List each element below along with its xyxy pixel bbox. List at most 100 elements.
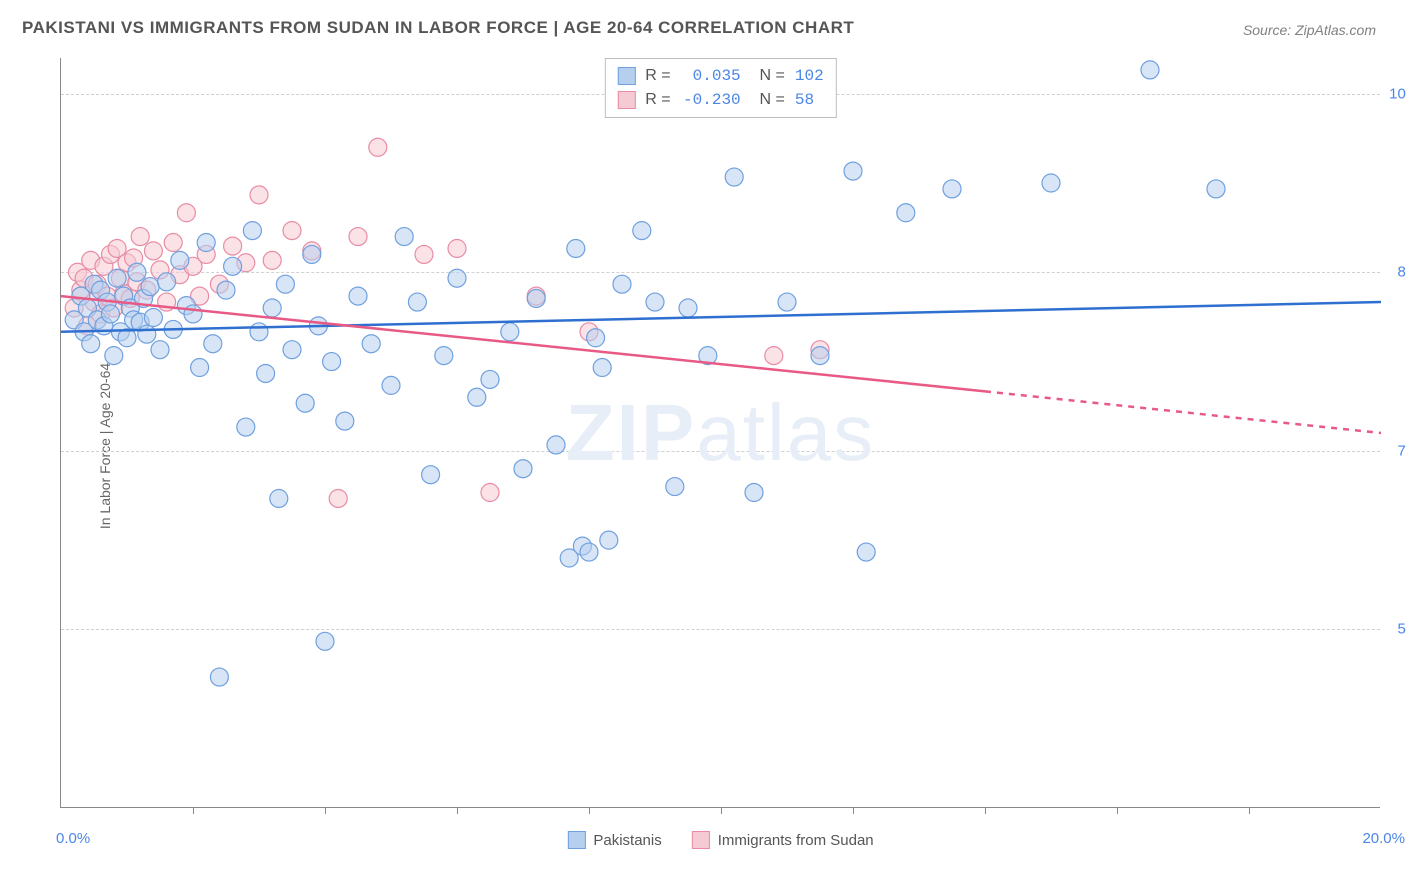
data-point — [778, 293, 796, 311]
data-point — [138, 325, 156, 343]
data-point — [580, 543, 598, 561]
data-point — [666, 478, 684, 496]
data-point — [82, 335, 100, 353]
r-value-a: 0.035 — [681, 64, 741, 88]
data-point — [283, 341, 301, 359]
swatch-b — [617, 91, 635, 109]
data-point — [943, 180, 961, 198]
legend-swatch-b — [692, 831, 710, 849]
data-point — [263, 251, 281, 269]
stats-legend-box: R = 0.035 N = 102 R = -0.230 N = 58 — [604, 58, 836, 118]
data-point — [382, 376, 400, 394]
data-point — [613, 275, 631, 293]
x-tick-mark — [853, 807, 854, 814]
data-point — [141, 278, 159, 296]
y-tick-label: 85.0% — [1385, 264, 1406, 281]
data-point — [224, 257, 242, 275]
x-tick-mark — [1249, 807, 1250, 814]
data-point — [600, 531, 618, 549]
data-point — [349, 228, 367, 246]
data-point — [296, 394, 314, 412]
data-point — [514, 460, 532, 478]
data-point — [501, 323, 519, 341]
y-tick-label: 100.0% — [1385, 85, 1406, 102]
data-point — [210, 668, 228, 686]
x-tick-left: 0.0% — [56, 830, 90, 847]
data-point — [844, 162, 862, 180]
data-point — [725, 168, 743, 186]
data-point — [164, 234, 182, 252]
data-point — [270, 489, 288, 507]
data-point — [468, 388, 486, 406]
data-point — [481, 370, 499, 388]
data-point — [128, 263, 146, 281]
data-point — [250, 186, 268, 204]
data-point — [316, 632, 334, 650]
data-point — [362, 335, 380, 353]
data-point — [1042, 174, 1060, 192]
r-value-b: -0.230 — [681, 88, 741, 112]
regression-line — [985, 391, 1381, 433]
n-label: N = — [751, 64, 785, 88]
data-point — [527, 289, 545, 307]
scatter-svg — [61, 58, 1380, 807]
data-point — [250, 323, 268, 341]
data-point — [448, 269, 466, 287]
stats-row-a: R = 0.035 N = 102 — [617, 64, 823, 88]
x-tick-mark — [457, 807, 458, 814]
data-point — [131, 228, 149, 246]
x-tick-mark — [325, 807, 326, 814]
legend-swatch-a — [567, 831, 585, 849]
data-point — [197, 234, 215, 252]
data-point — [177, 204, 195, 222]
data-point — [184, 305, 202, 323]
x-tick-mark — [985, 807, 986, 814]
data-point — [336, 412, 354, 430]
data-point — [435, 347, 453, 365]
data-point — [567, 239, 585, 257]
r-label-b: R = — [645, 88, 670, 112]
data-point — [481, 484, 499, 502]
data-point — [811, 347, 829, 365]
data-point — [897, 204, 915, 222]
data-point — [1207, 180, 1225, 198]
data-point — [257, 364, 275, 382]
data-point — [217, 281, 235, 299]
data-point — [263, 299, 281, 317]
source-attribution: Source: ZipAtlas.com — [1243, 22, 1376, 38]
legend-item-a: Pakistanis — [567, 831, 661, 849]
y-tick-label: 70.0% — [1385, 442, 1406, 459]
y-tick-label: 55.0% — [1385, 621, 1406, 638]
data-point — [745, 484, 763, 502]
data-point — [191, 359, 209, 377]
chart-plot-area: ZIPatlas R = 0.035 N = 102 R = -0.230 N … — [60, 58, 1380, 808]
data-point — [349, 287, 367, 305]
data-point — [171, 251, 189, 269]
n-value-b: 58 — [795, 88, 814, 112]
data-point — [102, 305, 120, 323]
data-point — [144, 242, 162, 260]
data-point — [237, 418, 255, 436]
swatch-a — [617, 67, 635, 85]
data-point — [108, 269, 126, 287]
data-point — [633, 222, 651, 240]
data-point — [276, 275, 294, 293]
x-tick-right: 20.0% — [1362, 830, 1405, 847]
r-label: R = — [645, 64, 670, 88]
data-point — [243, 222, 261, 240]
data-point — [158, 273, 176, 291]
x-tick-mark — [193, 807, 194, 814]
data-point — [679, 299, 697, 317]
x-tick-mark — [721, 807, 722, 814]
n-value-a: 102 — [795, 64, 824, 88]
x-tick-mark — [1117, 807, 1118, 814]
data-point — [395, 228, 413, 246]
data-point — [303, 245, 321, 263]
data-point — [415, 245, 433, 263]
data-point — [646, 293, 664, 311]
data-point — [593, 359, 611, 377]
data-point — [587, 329, 605, 347]
data-point — [1141, 61, 1159, 79]
data-point — [765, 347, 783, 365]
n-label-b: N = — [751, 88, 785, 112]
